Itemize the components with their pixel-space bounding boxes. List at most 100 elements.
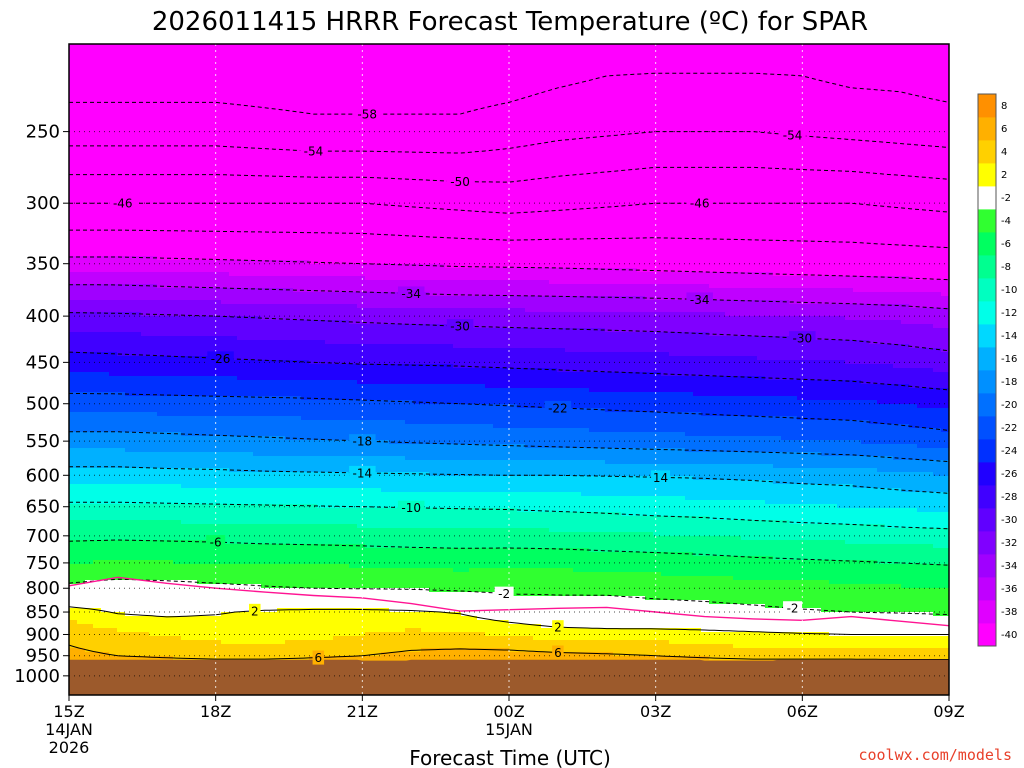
temperature-cell xyxy=(277,328,286,333)
temperature-cell xyxy=(181,400,190,405)
temperature-cell xyxy=(253,232,262,237)
temperature-cell xyxy=(293,512,302,517)
temperature-cell xyxy=(181,476,190,481)
temperature-cell xyxy=(173,176,182,181)
temperature-cell xyxy=(197,636,206,641)
temperature-cell xyxy=(149,504,158,509)
temperature-cell xyxy=(213,500,222,505)
temperature-cell xyxy=(149,524,158,529)
temperature-cell xyxy=(117,652,126,657)
temperature-cell xyxy=(261,616,270,621)
temperature-cell xyxy=(85,140,94,145)
temperature-cell xyxy=(237,232,246,237)
temperature-cell xyxy=(309,348,318,353)
temperature-cell xyxy=(157,196,166,201)
temperature-cell xyxy=(133,648,142,653)
temperature-cell xyxy=(197,180,206,185)
temperature-cell xyxy=(245,196,254,201)
temperature-cell xyxy=(197,172,206,177)
temperature-cell xyxy=(85,324,94,329)
temperature-cell xyxy=(261,504,270,509)
temperature-cell xyxy=(149,468,158,473)
temperature-cell xyxy=(269,320,278,325)
temperature-cell xyxy=(245,256,254,261)
temperature-cell xyxy=(253,492,262,497)
temperature-cell xyxy=(133,336,142,341)
temperature-cell xyxy=(205,640,214,645)
temperature-cell xyxy=(77,64,86,69)
temperature-cell xyxy=(101,132,110,137)
temperature-cell xyxy=(245,408,254,413)
temperature-cell xyxy=(189,368,198,373)
temperature-cell xyxy=(253,104,262,109)
temperature-cell xyxy=(157,500,166,505)
temperature-cell xyxy=(141,604,150,609)
temperature-cell xyxy=(277,348,286,353)
temperature-cell xyxy=(133,332,142,337)
temperature-cell xyxy=(237,532,246,537)
temperature-cell xyxy=(173,264,182,269)
temperature-cell xyxy=(157,492,166,497)
temperature-cell xyxy=(93,240,102,245)
temperature-cell xyxy=(229,388,238,393)
temperature-cell xyxy=(181,292,190,297)
temperature-cell xyxy=(309,84,318,89)
temperature-cell xyxy=(165,344,174,349)
temperature-cell xyxy=(301,412,310,417)
temperature-cell xyxy=(253,620,262,625)
temperature-cell xyxy=(101,44,110,49)
temperature-cell xyxy=(85,180,94,185)
temperature-cell xyxy=(125,624,134,629)
temperature-cell xyxy=(213,148,222,153)
temperature-cell xyxy=(165,328,174,333)
temperature-cell xyxy=(277,116,286,121)
temperature-cell xyxy=(261,652,270,657)
temperature-cell xyxy=(277,232,286,237)
temperature-cell xyxy=(181,564,190,569)
temperature-cell xyxy=(181,268,190,273)
temperature-cell xyxy=(189,652,198,657)
temperature-cell xyxy=(165,436,174,441)
temperature-cell xyxy=(109,408,118,413)
temperature-cell xyxy=(205,408,214,413)
temperature-cell xyxy=(309,136,318,141)
temperature-cell xyxy=(189,164,198,169)
temperature-cell xyxy=(85,96,94,101)
temperature-cell xyxy=(293,92,302,97)
temperature-cell xyxy=(189,288,198,293)
temperature-cell xyxy=(181,632,190,637)
temperature-cell xyxy=(205,600,214,605)
temperature-cell xyxy=(69,468,78,473)
temperature-cell xyxy=(301,456,310,461)
temperature-cell xyxy=(293,224,302,229)
temperature-cell xyxy=(293,384,302,389)
temperature-cell xyxy=(133,52,142,57)
temperature-cell xyxy=(181,628,190,633)
temperature-cell xyxy=(85,456,94,461)
temperature-cell xyxy=(77,192,86,197)
temperature-cell xyxy=(197,128,206,133)
temperature-cell xyxy=(277,576,286,581)
temperature-cell xyxy=(133,164,142,169)
temperature-cell xyxy=(181,236,190,241)
temperature-cell xyxy=(261,172,270,177)
temperature-cell xyxy=(261,548,270,553)
temperature-cell xyxy=(141,196,150,201)
temperature-cell xyxy=(157,392,166,397)
temperature-cell xyxy=(285,300,294,305)
temperature-cell xyxy=(293,272,302,277)
temperature-cell xyxy=(101,368,110,373)
temperature-cell xyxy=(205,180,214,185)
temperature-cell xyxy=(117,636,126,641)
temperature-cell xyxy=(85,408,94,413)
temperature-cell xyxy=(253,504,262,509)
temperature-cell xyxy=(301,200,310,205)
temperature-cell xyxy=(253,548,262,553)
temperature-cell xyxy=(189,552,198,557)
temperature-cell xyxy=(293,632,302,637)
temperature-cell xyxy=(197,80,206,85)
temperature-cell xyxy=(253,516,262,521)
temperature-cell xyxy=(293,232,302,237)
temperature-cell xyxy=(117,296,126,301)
temperature-cell xyxy=(181,420,190,425)
